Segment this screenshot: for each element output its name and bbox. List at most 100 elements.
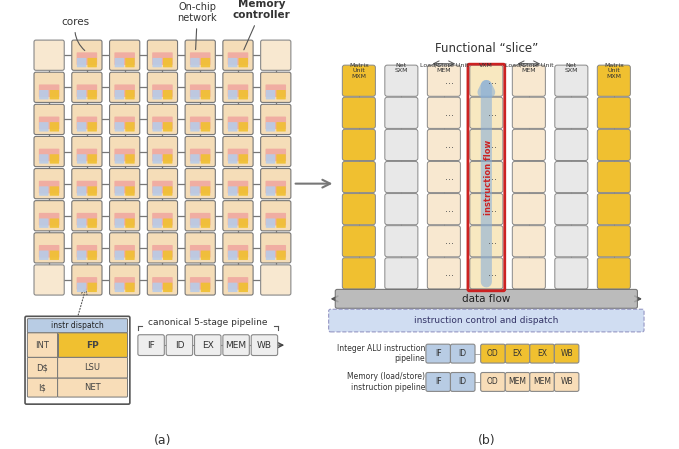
FancyBboxPatch shape — [190, 53, 210, 65]
FancyBboxPatch shape — [163, 186, 172, 196]
FancyBboxPatch shape — [190, 277, 210, 290]
FancyBboxPatch shape — [450, 344, 475, 363]
FancyBboxPatch shape — [427, 226, 460, 257]
FancyBboxPatch shape — [427, 65, 460, 96]
FancyBboxPatch shape — [329, 309, 644, 332]
FancyBboxPatch shape — [201, 219, 210, 228]
FancyBboxPatch shape — [190, 219, 200, 228]
Text: ...: ... — [445, 108, 454, 118]
FancyBboxPatch shape — [153, 58, 162, 67]
FancyBboxPatch shape — [185, 201, 215, 231]
FancyBboxPatch shape — [228, 219, 238, 228]
FancyBboxPatch shape — [190, 149, 210, 161]
FancyBboxPatch shape — [238, 154, 248, 163]
FancyBboxPatch shape — [147, 40, 177, 70]
FancyBboxPatch shape — [598, 258, 630, 289]
FancyBboxPatch shape — [190, 283, 200, 292]
FancyBboxPatch shape — [114, 53, 135, 65]
FancyBboxPatch shape — [72, 40, 102, 70]
FancyBboxPatch shape — [223, 335, 249, 356]
FancyBboxPatch shape — [34, 168, 65, 199]
FancyBboxPatch shape — [481, 373, 505, 392]
Text: instruction control and dispatch: instruction control and dispatch — [414, 316, 559, 325]
FancyBboxPatch shape — [72, 265, 102, 295]
FancyBboxPatch shape — [342, 162, 375, 193]
Text: Functional “slice”: Functional “slice” — [435, 42, 538, 55]
FancyBboxPatch shape — [77, 283, 86, 292]
FancyBboxPatch shape — [276, 90, 286, 99]
FancyBboxPatch shape — [152, 181, 172, 194]
FancyBboxPatch shape — [153, 251, 162, 260]
FancyBboxPatch shape — [153, 186, 162, 196]
FancyBboxPatch shape — [427, 258, 460, 289]
FancyBboxPatch shape — [385, 194, 418, 224]
FancyBboxPatch shape — [470, 65, 503, 96]
FancyBboxPatch shape — [115, 122, 124, 132]
FancyBboxPatch shape — [125, 219, 134, 228]
FancyBboxPatch shape — [114, 84, 135, 97]
FancyBboxPatch shape — [342, 129, 375, 160]
Text: instr dispatch: instr dispatch — [51, 321, 104, 330]
FancyBboxPatch shape — [265, 251, 275, 260]
Text: ...: ... — [445, 140, 454, 150]
FancyBboxPatch shape — [34, 201, 65, 231]
Text: ...: ... — [488, 108, 496, 118]
FancyBboxPatch shape — [185, 104, 215, 135]
FancyBboxPatch shape — [598, 65, 630, 96]
FancyBboxPatch shape — [228, 90, 238, 99]
Text: Load/Store Unit
MEM: Load/Store Unit MEM — [504, 63, 553, 73]
Text: EX: EX — [537, 349, 547, 358]
FancyBboxPatch shape — [555, 226, 588, 257]
Text: Integer ALU instruction
pipeline: Integer ALU instruction pipeline — [337, 344, 425, 363]
FancyBboxPatch shape — [190, 181, 210, 194]
FancyBboxPatch shape — [72, 168, 102, 199]
FancyBboxPatch shape — [77, 90, 86, 99]
FancyBboxPatch shape — [25, 316, 130, 404]
FancyBboxPatch shape — [185, 233, 215, 263]
FancyBboxPatch shape — [342, 97, 375, 128]
FancyBboxPatch shape — [265, 186, 275, 196]
FancyBboxPatch shape — [513, 226, 545, 257]
FancyBboxPatch shape — [72, 201, 102, 231]
FancyBboxPatch shape — [39, 149, 59, 161]
FancyBboxPatch shape — [598, 129, 630, 160]
FancyBboxPatch shape — [34, 104, 65, 135]
FancyBboxPatch shape — [265, 122, 275, 132]
FancyBboxPatch shape — [265, 245, 286, 258]
FancyBboxPatch shape — [342, 65, 375, 96]
FancyBboxPatch shape — [185, 168, 215, 199]
FancyBboxPatch shape — [72, 233, 102, 263]
FancyBboxPatch shape — [190, 245, 210, 258]
FancyBboxPatch shape — [227, 149, 249, 161]
Text: cores: cores — [62, 17, 90, 51]
FancyBboxPatch shape — [125, 186, 134, 196]
FancyBboxPatch shape — [265, 117, 286, 129]
Text: OD: OD — [487, 378, 499, 387]
FancyBboxPatch shape — [598, 97, 630, 128]
FancyBboxPatch shape — [227, 181, 249, 194]
FancyBboxPatch shape — [77, 122, 86, 132]
FancyBboxPatch shape — [201, 122, 210, 132]
FancyBboxPatch shape — [201, 186, 210, 196]
FancyBboxPatch shape — [190, 117, 210, 129]
FancyBboxPatch shape — [115, 186, 124, 196]
FancyBboxPatch shape — [598, 226, 630, 257]
FancyBboxPatch shape — [39, 186, 48, 196]
FancyBboxPatch shape — [147, 168, 177, 199]
FancyBboxPatch shape — [470, 129, 503, 160]
FancyBboxPatch shape — [39, 154, 48, 163]
FancyBboxPatch shape — [77, 149, 97, 161]
FancyBboxPatch shape — [227, 213, 249, 225]
FancyBboxPatch shape — [77, 53, 97, 65]
FancyBboxPatch shape — [125, 154, 134, 163]
Text: Net
SXM: Net SXM — [394, 63, 408, 73]
FancyBboxPatch shape — [470, 194, 503, 224]
FancyBboxPatch shape — [166, 335, 193, 356]
FancyBboxPatch shape — [261, 104, 291, 135]
FancyBboxPatch shape — [513, 258, 545, 289]
FancyBboxPatch shape — [227, 53, 249, 65]
FancyBboxPatch shape — [163, 251, 172, 260]
FancyBboxPatch shape — [450, 373, 475, 392]
FancyBboxPatch shape — [228, 154, 238, 163]
FancyBboxPatch shape — [427, 129, 460, 160]
